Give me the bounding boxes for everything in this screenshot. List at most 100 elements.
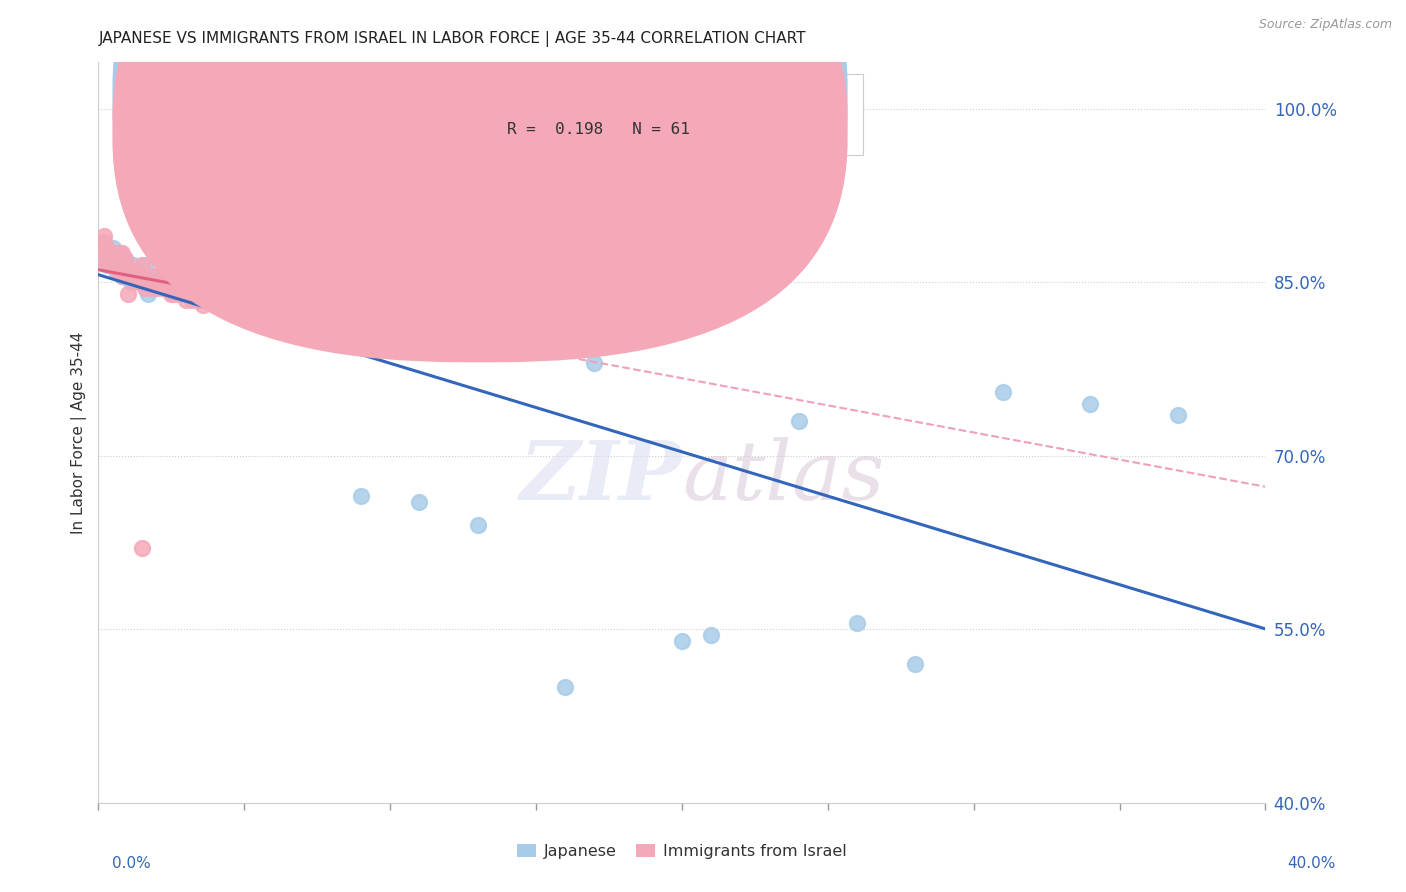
Point	[262, 286, 284, 301]
Point	[157, 281, 180, 295]
FancyBboxPatch shape	[443, 73, 863, 155]
Point	[671, 633, 693, 648]
Text: 0.0%: 0.0%	[112, 856, 152, 871]
Point	[291, 310, 314, 324]
Point	[991, 385, 1014, 400]
Point	[93, 252, 115, 266]
Point	[131, 541, 153, 556]
Point	[787, 414, 810, 428]
Point	[209, 293, 232, 307]
Point	[163, 286, 186, 301]
Point	[111, 246, 134, 260]
Point	[146, 281, 169, 295]
Point	[146, 269, 169, 284]
Point	[134, 275, 156, 289]
Point	[96, 258, 118, 272]
Text: atlas: atlas	[682, 437, 884, 517]
Point	[125, 263, 148, 277]
Point	[204, 298, 226, 312]
Text: R =  0.198   N = 61: R = 0.198 N = 61	[508, 121, 690, 136]
Point	[408, 495, 430, 509]
Point	[101, 252, 124, 266]
Point	[101, 252, 124, 266]
Point	[157, 269, 180, 284]
Point	[380, 327, 402, 342]
Text: R = -0.345   N = 45: R = -0.345 N = 45	[508, 90, 690, 104]
Point	[117, 286, 139, 301]
Point	[120, 269, 142, 284]
Point	[90, 246, 112, 260]
Point	[93, 229, 115, 244]
Point	[131, 269, 153, 284]
Point	[247, 298, 270, 312]
Point	[160, 286, 183, 301]
Point	[96, 252, 118, 266]
Point	[233, 310, 256, 324]
Point	[114, 252, 136, 266]
Point	[139, 275, 162, 289]
Point	[128, 275, 150, 289]
Point	[350, 275, 373, 289]
Point	[93, 235, 115, 249]
Text: Source: ZipAtlas.com: Source: ZipAtlas.com	[1258, 18, 1392, 31]
Point	[467, 518, 489, 533]
Point	[117, 263, 139, 277]
Point	[134, 281, 156, 295]
Point	[193, 298, 215, 312]
Text: ZIP: ZIP	[519, 437, 682, 517]
Point	[139, 281, 162, 295]
Point	[131, 269, 153, 284]
Point	[120, 275, 142, 289]
Point	[152, 269, 174, 284]
Point	[136, 275, 159, 289]
Y-axis label: In Labor Force | Age 35-44: In Labor Force | Age 35-44	[72, 332, 87, 533]
Point	[496, 310, 519, 324]
Point	[136, 286, 159, 301]
Point	[131, 258, 153, 272]
Point	[187, 293, 209, 307]
Point	[96, 240, 118, 254]
Point	[108, 246, 131, 260]
Legend: Japanese, Immigrants from Israel: Japanese, Immigrants from Israel	[510, 838, 853, 865]
Point	[104, 252, 127, 266]
Point	[174, 263, 197, 277]
Point	[1167, 409, 1189, 423]
Point	[700, 628, 723, 642]
Point	[98, 258, 121, 272]
Point	[90, 246, 112, 260]
Point	[262, 286, 284, 301]
Point	[111, 269, 134, 284]
Point	[204, 293, 226, 307]
FancyBboxPatch shape	[112, 0, 848, 362]
FancyBboxPatch shape	[112, 0, 848, 330]
Point	[163, 281, 186, 295]
Point	[554, 680, 576, 694]
Point	[108, 263, 131, 277]
Point	[90, 240, 112, 254]
Point	[122, 269, 145, 284]
Point	[111, 269, 134, 284]
Point	[233, 298, 256, 312]
Point	[846, 616, 869, 631]
Point	[180, 293, 202, 307]
Point	[146, 275, 169, 289]
Point	[125, 269, 148, 284]
Point	[228, 298, 250, 312]
Point	[98, 246, 121, 260]
Point	[117, 269, 139, 284]
Point	[291, 281, 314, 295]
Point	[152, 281, 174, 295]
Point	[125, 269, 148, 284]
Point	[114, 258, 136, 272]
Point	[134, 258, 156, 272]
Point	[149, 275, 172, 289]
Point	[108, 246, 131, 260]
Point	[218, 293, 240, 307]
Point	[142, 269, 165, 284]
Point	[1080, 397, 1102, 411]
Point	[218, 269, 240, 284]
Point	[98, 252, 121, 266]
Text: 40.0%: 40.0%	[1288, 856, 1336, 871]
Point	[904, 657, 927, 671]
Point	[101, 240, 124, 254]
